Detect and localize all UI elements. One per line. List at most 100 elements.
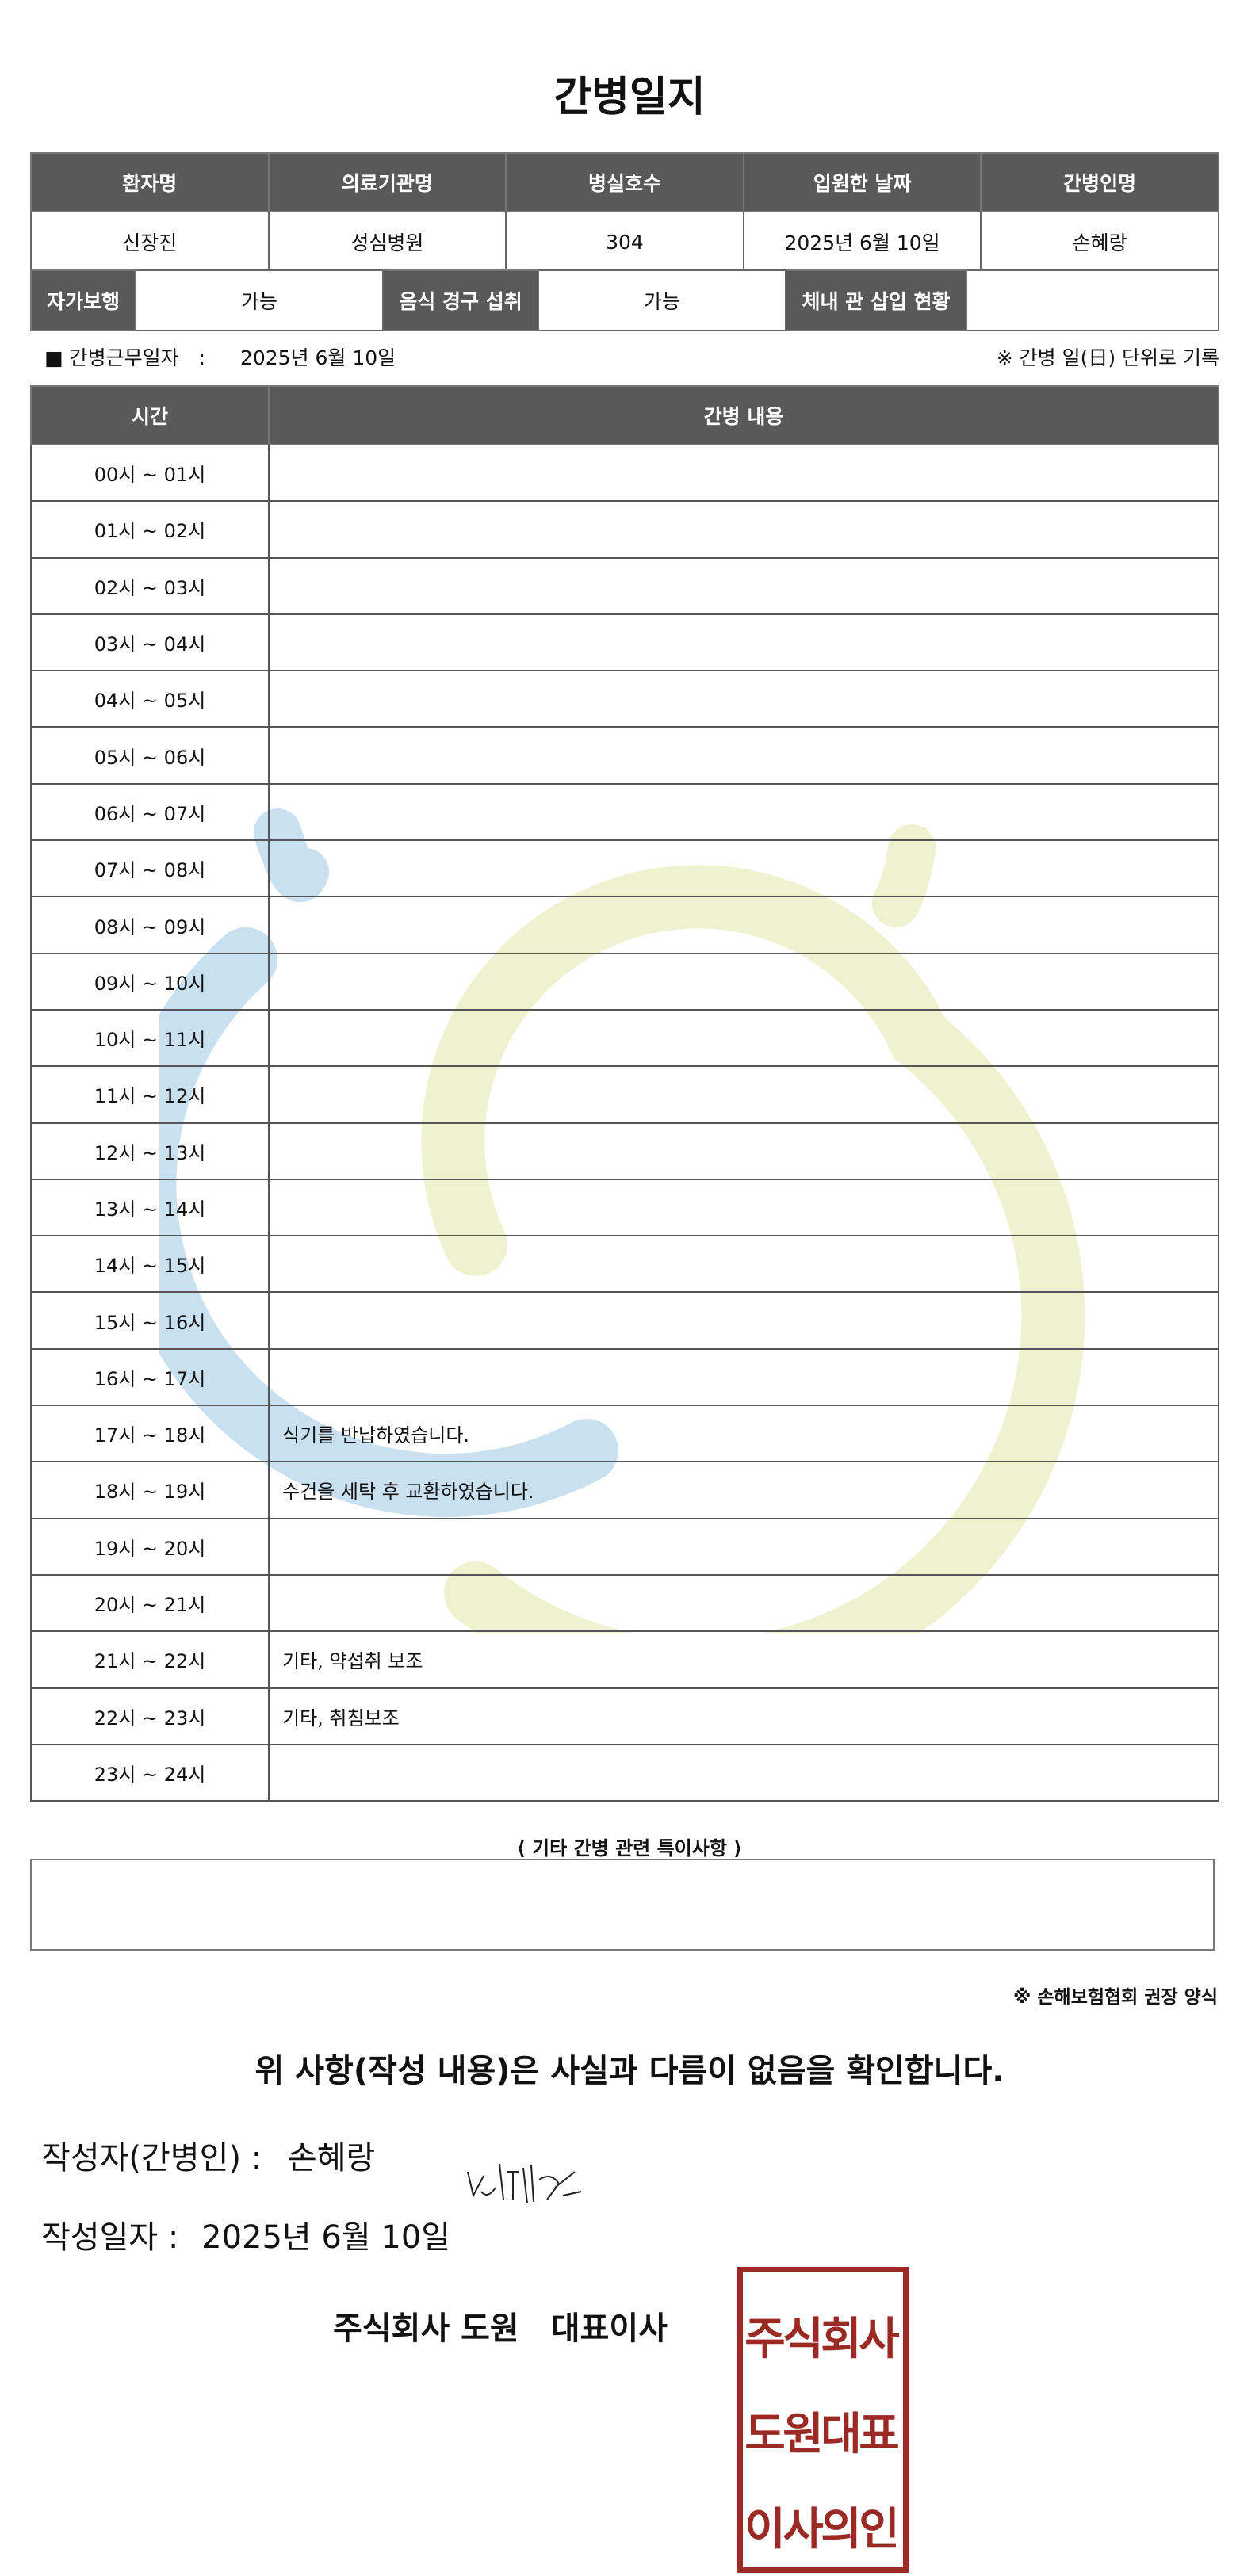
seal-character: 도 (744, 2409, 786, 2460)
written-date-label: 작성일자 : (41, 2219, 179, 2256)
walk-value: 가능 (135, 269, 384, 331)
patient-status-table: 자가보행 가능 음식 경구 섭취 가능 체내 관 삽입 현황 (30, 269, 1219, 331)
patient-name: 신장진 (30, 211, 270, 273)
log-time: 13시 ~ 14시 (30, 1178, 270, 1237)
log-content: 수건을 세탁 후 교환하였습니다. (268, 1461, 1219, 1519)
confirmation-statement: 위 사항(작성 내용)은 사실과 다름이 없음을 확인합니다. (254, 2053, 1005, 2089)
special-notes-box (30, 1859, 1215, 1951)
tube-label: 체내 관 삽입 현황 (785, 269, 967, 331)
log-time: 23시 ~ 24시 (30, 1743, 270, 1802)
log-row: 08시 ~ 09시 (30, 896, 1219, 954)
author-name: 손혜랑 (287, 2140, 376, 2177)
seal-character: 표 (859, 2409, 900, 2460)
author-line: 작성자(간병인) : 손혜랑 (41, 2132, 375, 2178)
header-room: 병실호수 (505, 152, 744, 212)
log-row: 17시 ~ 18시 식기를 반납하였습니다. (30, 1405, 1219, 1463)
log-row: 19시 ~ 20시 (30, 1517, 1219, 1576)
header-caregiver: 간병인명 (980, 152, 1219, 212)
seal-character: 인 (859, 2504, 900, 2555)
log-time: 18시 ~ 19시 (30, 1461, 270, 1519)
log-content (268, 500, 1219, 559)
log-content: 기타, 취침보조 (268, 1687, 1219, 1745)
eat-label: 음식 경구 섭취 (382, 269, 539, 331)
log-row: 16시 ~ 17시 (30, 1347, 1219, 1407)
log-time: 01시 ~ 02시 (30, 500, 270, 559)
hospital-name: 성심병원 (267, 211, 507, 273)
log-row: 03시 ~ 04시 (30, 613, 1219, 672)
log-time: 03시 ~ 04시 (30, 613, 270, 672)
log-time: 15시 ~ 16시 (30, 1291, 270, 1350)
source-note: ※ 손해보험협회 권장 양식 (1013, 1987, 1218, 2008)
admission-date: 2025년 6월 10일 (742, 211, 982, 273)
log-time: 04시 ~ 05시 (30, 670, 270, 728)
log-content (268, 896, 1219, 954)
log-time: 09시 ~ 10시 (30, 952, 270, 1011)
work-date-label: ■ 간병근무일자 : (44, 346, 205, 369)
log-time: 02시 ~ 03시 (30, 556, 270, 615)
eat-value: 가능 (538, 269, 786, 331)
log-row: 15시 ~ 16시 (30, 1291, 1219, 1350)
log-time: 08시 ~ 09시 (30, 896, 270, 954)
log-content: 기타, 약섭취 보조 (268, 1630, 1219, 1689)
log-row: 12시 ~ 13시 (30, 1122, 1219, 1180)
seal-character: 원 (783, 2409, 824, 2460)
log-row: 02시 ~ 03시 (30, 556, 1219, 615)
log-content (268, 782, 1219, 842)
log-time: 20시 ~ 21시 (30, 1573, 270, 1633)
log-time: 19시 ~ 20시 (30, 1517, 270, 1576)
log-time: 22시 ~ 23시 (30, 1687, 270, 1745)
work-date-value: 2025년 6월 10일 (239, 346, 396, 369)
header-content: 간병 내용 (268, 385, 1219, 445)
log-row: 04시 ~ 05시 (30, 670, 1219, 728)
header-hospital: 의료기관명 (267, 152, 507, 212)
log-content (268, 1178, 1219, 1237)
seal-character: 주 (744, 2314, 786, 2365)
caregiver-name: 손혜랑 (980, 211, 1219, 273)
log-row: 20시 ~ 21시 (30, 1573, 1219, 1633)
care-log-table: 시간 간병 내용 00시 ~ 01시 01시 ~ 02시 02시 ~ 03시 03시 … (30, 385, 1219, 1802)
header-patient-name: 환자명 (30, 152, 270, 212)
log-content (268, 1743, 1219, 1802)
log-row: 05시 ~ 06시 (30, 726, 1219, 785)
walk-label: 자가보행 (30, 269, 136, 331)
written-date-line: 작성일자 : 2025년 6월 10일 (41, 2211, 450, 2257)
log-row: 09시 ~ 10시 (30, 952, 1219, 1011)
log-row: 00시 ~ 01시 (30, 443, 1219, 503)
log-content (268, 1122, 1219, 1180)
seal-character: 식 (783, 2314, 824, 2365)
work-date-line: ■ 간병근무일자 : 2025년 6월 10일 (44, 342, 396, 371)
log-content: 식기를 반납하였습니다. (268, 1405, 1219, 1463)
patient-info-table: 환자명 의료기관명 병실호수 입원한 날짜 간병인명 신장진 성심병원 304 … (30, 152, 1219, 273)
log-time: 10시 ~ 11시 (30, 1008, 270, 1068)
log-row: 14시 ~ 15시 (30, 1235, 1219, 1294)
header-time: 시간 (30, 385, 270, 445)
log-row: 10시 ~ 11시 (30, 1008, 1219, 1068)
log-content (268, 1065, 1219, 1124)
log-time: 06시 ~ 07시 (30, 782, 270, 842)
log-content (268, 1573, 1219, 1633)
log-time: 00시 ~ 01시 (30, 443, 270, 503)
log-content (268, 613, 1219, 672)
written-date-value: 2025년 6월 10일 (201, 2219, 451, 2256)
log-time: 14시 ~ 15시 (30, 1235, 270, 1294)
log-content (268, 726, 1219, 785)
seal-character: 이 (744, 2504, 786, 2555)
log-row: 06시 ~ 07시 (30, 782, 1219, 842)
log-content (268, 1008, 1219, 1068)
log-time: 05시 ~ 06시 (30, 726, 270, 785)
log-time: 17시 ~ 18시 (30, 1405, 270, 1463)
log-time: 21시 ~ 22시 (30, 1630, 270, 1689)
seal-character: 사 (859, 2314, 900, 2365)
seal-character: 사 (783, 2504, 824, 2555)
log-row: 07시 ~ 08시 (30, 839, 1219, 898)
seal-character: 대 (821, 2409, 862, 2460)
special-notes-label: ⟨ 기타 간병 관련 특이사항 ⟩ (516, 1837, 743, 1859)
handwritten-signature (467, 2163, 582, 2203)
log-row: 22시 ~ 23시 기타, 취침보조 (30, 1687, 1219, 1745)
log-row: 18시 ~ 19시 수건을 세탁 후 교환하였습니다. (30, 1461, 1219, 1519)
log-content (268, 443, 1219, 503)
log-content (268, 556, 1219, 615)
log-content (268, 1517, 1219, 1576)
log-content (268, 1291, 1219, 1350)
tube-value (966, 269, 1219, 331)
